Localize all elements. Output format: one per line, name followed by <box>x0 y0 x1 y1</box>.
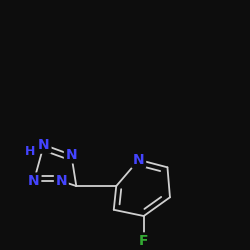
Text: N: N <box>133 153 144 167</box>
Text: N: N <box>38 138 50 152</box>
Text: N: N <box>38 138 50 152</box>
Text: N: N <box>66 148 77 162</box>
Text: F: F <box>139 234 148 248</box>
Text: N: N <box>56 174 67 188</box>
Text: N: N <box>28 174 40 188</box>
Text: H: H <box>25 144 35 158</box>
